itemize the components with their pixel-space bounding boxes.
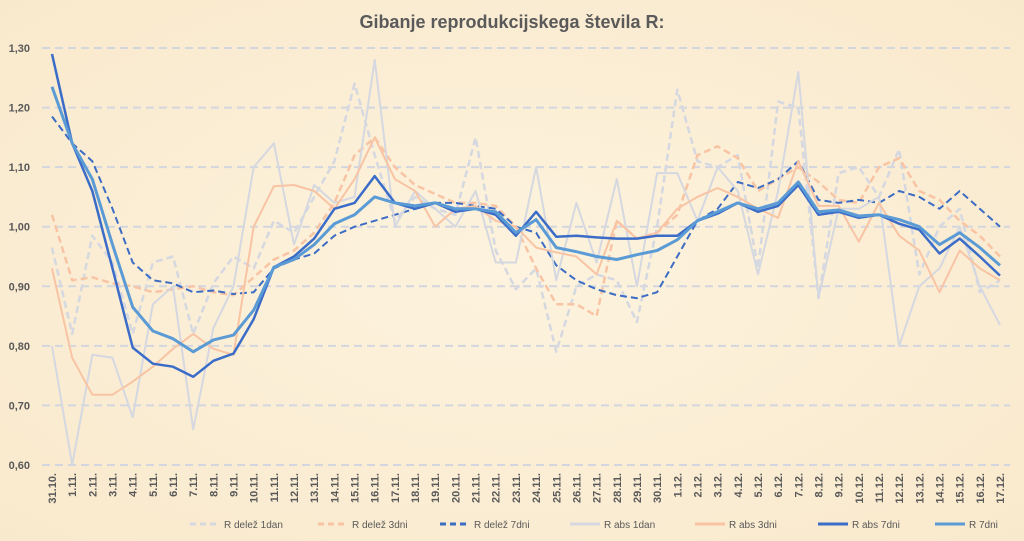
- x-tick-label: 5.11.: [148, 473, 160, 497]
- y-tick-label: 1,10: [9, 162, 30, 174]
- legend-label: R delež 1dan: [224, 520, 283, 531]
- y-tick-label: 1,20: [9, 103, 30, 115]
- y-tick-label: 1,00: [9, 222, 30, 234]
- x-tick-label: 5.12.: [753, 473, 765, 497]
- x-tick-label: 13.12.: [914, 473, 926, 504]
- x-tick-label: 7.12.: [793, 473, 805, 497]
- x-tick-label: 30.11.: [652, 473, 664, 503]
- x-tick-label: 4.12.: [733, 473, 745, 497]
- x-tick-label: 17.11.: [390, 473, 402, 503]
- x-tick-label: 10.12.: [854, 473, 866, 504]
- x-tick-label: 17.12.: [995, 473, 1007, 504]
- x-tick-label: 12.11.: [289, 473, 301, 503]
- x-tick-label: 16.12.: [975, 473, 987, 504]
- x-tick-label: 18.11.: [410, 473, 422, 503]
- legend-label: R delež 3dni: [352, 520, 408, 531]
- x-tick-label: 22.11.: [491, 473, 503, 503]
- y-tick-label: 0,90: [9, 281, 30, 293]
- x-tick-label: 12.12.: [894, 473, 906, 504]
- x-tick-label: 23.11.: [511, 473, 523, 503]
- x-tick-label: 8.11.: [208, 473, 220, 497]
- y-tick-label: 0,80: [9, 341, 30, 353]
- x-tick-label: 1.11.: [67, 473, 79, 497]
- legend-label: R 7dni: [969, 520, 998, 531]
- x-tick-label: 21.11.: [471, 473, 483, 503]
- x-tick-label: 19.11.: [430, 473, 442, 503]
- x-tick-label: 1.12.: [672, 473, 684, 497]
- x-tick-label: 15.11.: [350, 473, 362, 503]
- x-tick-label: 2.12.: [692, 473, 704, 497]
- legend-label: R abs 1dan: [604, 520, 655, 531]
- x-tick-label: 26.11.: [571, 473, 583, 503]
- x-tick-label: 27.11.: [592, 473, 604, 503]
- x-tick-label: 9.11.: [229, 473, 241, 497]
- series-line-r-dele-7dni: [51, 115, 1001, 300]
- x-tick-label: 6.11.: [168, 473, 180, 497]
- x-tick-label: 10.11.: [249, 473, 261, 503]
- series-line-r-abs-3dni: [51, 136, 1001, 396]
- x-tick-label: 7.11.: [188, 473, 200, 497]
- series-line-r-7dni: [50, 86, 1001, 354]
- legend-label: R abs 3dni: [729, 520, 777, 531]
- chart-title: Gibanje reprodukcijskega števila R:: [359, 12, 665, 32]
- y-tick-label: 0,60: [9, 460, 30, 472]
- x-tick-label: 29.11.: [632, 473, 644, 503]
- x-tick-label: 24.11.: [531, 473, 543, 503]
- x-tick-label: 15.12.: [955, 473, 967, 504]
- x-tick-label: 8.12.: [813, 473, 825, 497]
- series-line-r-abs-7dni: [50, 53, 1001, 379]
- x-tick-label: 25.11.: [551, 473, 563, 503]
- x-tick-label: 28.11.: [612, 473, 624, 503]
- x-tick-label: 16.11.: [370, 473, 382, 503]
- x-tick-label: 13.11.: [309, 473, 321, 503]
- legend-label: R abs 7dni: [852, 520, 900, 531]
- x-tick-label: 14.11.: [329, 473, 341, 503]
- series-line-r-abs-1dan: [51, 58, 1001, 466]
- y-tick-label: 1,30: [9, 43, 30, 55]
- x-tick-label: 31.10.: [47, 473, 59, 504]
- legend-label: R delež 7dni: [474, 520, 530, 531]
- x-tick-label: 2.11.: [87, 473, 99, 497]
- y-tick-label: 0,70: [9, 400, 30, 412]
- x-tick-label: 14.12.: [934, 473, 946, 504]
- x-tick-label: 9.12.: [834, 473, 846, 497]
- x-tick-label: 3.12.: [713, 473, 725, 497]
- x-tick-label: 6.12.: [773, 473, 785, 497]
- x-tick-label: 11.11.: [269, 473, 281, 502]
- x-tick-label: 11.12.: [874, 473, 886, 503]
- x-tick-label: 3.11.: [108, 473, 120, 497]
- x-tick-label: 4.11.: [128, 473, 140, 497]
- x-tick-label: 20.11.: [450, 473, 462, 503]
